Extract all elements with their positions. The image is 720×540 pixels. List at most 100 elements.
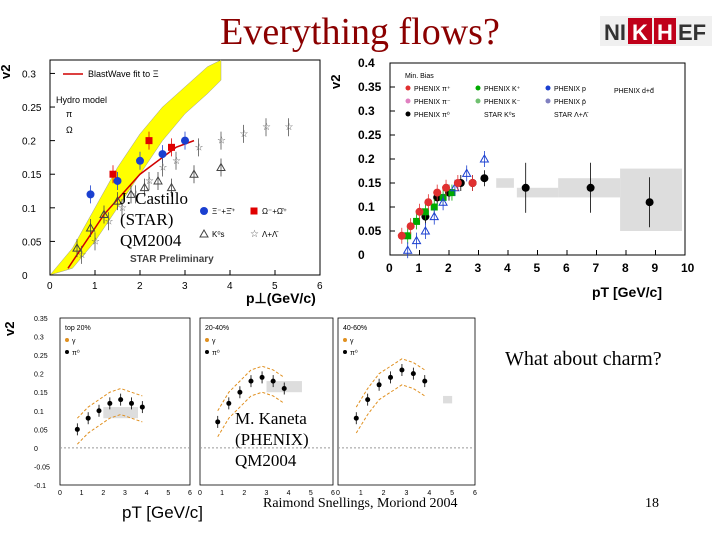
phenix-x-tick-label: 10 [681,261,695,275]
phenix-y-tick-label: 0.35 [358,80,382,94]
phenix-x-tick-label: 8 [622,261,629,275]
star-point: ☆ [91,236,100,247]
phenix-legend-p: PHENIX p [554,86,586,93]
phenix-legend-star-k0s: STAR K⁰s [484,111,516,119]
phenix-legend-marker [405,98,411,104]
phenix-point [468,179,477,187]
cent-point [237,389,243,395]
cent-x-tick-label: 4 [145,490,149,497]
star-y-tick-label: 0.05 [22,237,42,248]
star-y-tick-label: 0.25 [22,103,42,114]
cent-point [74,426,80,432]
phenix-legend-marker [545,98,551,104]
star-point [112,196,123,205]
cent-point [422,378,428,384]
star-y-tick-label: 0.1 [22,204,36,215]
star-legend-marker-k0s [199,228,209,238]
phenix-legend-marker [475,98,481,104]
cent-x-tick-label: 2 [382,490,386,497]
phenix-legend-k-plus: PHENIX K⁺ [484,86,521,93]
page-number: 18 [645,496,659,511]
cent-point [215,419,221,425]
star-point [113,176,122,185]
star-legend-hydro: Hydro model [56,95,107,105]
cent-theory-upper [217,365,285,412]
cent-subpanel-frame [59,317,191,486]
cent-x-tick-label: 1 [220,490,224,497]
cent-subpanel-frame [199,317,334,486]
cent-legend-gamma: γ [350,338,354,345]
star-point [145,137,153,145]
phenix-legend-pi0: PHENIX π⁰ [414,111,450,119]
cent-y-axis-label: v2 [2,322,17,336]
logo-part2: K [632,20,648,45]
phenix-y-tick-label: 0.2 [358,152,375,166]
cent-y-tick-label: 0.15 [34,390,48,397]
star-point: ☆ [105,216,114,227]
phenix-y-axis-label: v2 [330,75,343,89]
cent-x-tick-label: 0 [336,490,340,497]
phenix-point [421,208,429,216]
cent-legend-gamma: γ [212,338,216,345]
star-point [216,162,226,171]
cent-theory-upper [76,387,143,419]
phenix-x-axis-label: pT [GeV/c] [592,284,662,300]
cent-x-tick-label: 6 [473,490,477,497]
star-point: ☆ [195,142,204,153]
star-point [139,182,150,192]
cent-x-tick-label: 5 [309,490,313,497]
phenix-legend-pi-minus: PHENIX π⁻ [414,99,451,106]
phenix-legend-pi-plus: PHENIX π⁺ [414,86,451,93]
star-point [158,150,167,159]
star-x-tick-label: 6 [317,281,323,292]
phenix-sys-box [516,187,559,198]
cent-legend-marker [65,350,69,354]
phenix-x-tick-label: 9 [652,261,659,275]
cent-point [139,404,145,410]
star-y-tick-label: 0 [22,271,28,282]
cent-y-tick-label: 0.05 [34,427,48,434]
star-y-axis-label: v2 [0,65,13,79]
star-point [136,156,144,165]
star-legend-marker-lambda: ☆ [250,229,259,240]
phenix-legend: Min. Bias PHENIX π⁺ PHENIX K⁺ PHENIX p P… [405,73,654,119]
credit-phenix-line2: (PHENIX) [235,430,309,449]
star-v2-chart: 0 1 2 3 4 5 6 0 0.05 0.1 0.15 0.2 0.25 0.3 ☆ ☆ ☆ ☆ ☆ ☆ ☆ ☆ ☆ ☆ ☆… [0,59,323,306]
cent-x-tick-label: 0 [198,490,202,497]
star-x-axis-label: p⊥(GeV/c) [246,290,316,306]
star-legend-k0s: K⁰s [212,230,225,239]
phenix-x-tick-label: 4 [504,261,511,275]
star-point [72,243,82,252]
star-legend-marker-omega [250,207,258,215]
phenix-legend-marker [405,111,411,117]
star-x-tick-label: 3 [182,281,188,292]
star-x-tick-label: 0 [47,281,53,292]
phenix-x-tick-label: 6 [563,261,570,275]
phenix-x-tick-label: 2 [445,261,452,275]
cent-point [353,415,359,421]
cent-legend-marker [205,338,209,342]
credit-star-line3: QM2004 [120,231,182,250]
cent-legend-marker [65,338,69,342]
star-point: ☆ [172,156,181,167]
star-point [189,169,199,178]
phenix-point [404,232,412,240]
cent-subpanel-frame [337,317,476,486]
phenix-legend-k-minus: PHENIX K⁻ [484,99,521,106]
star-legend: BlastWave fit to Ξ Hydro model π Ω Ξ⁻+Ξ̄… [56,69,287,265]
star-plot-area: 0 1 2 3 4 5 6 0 0.05 0.1 0.15 0.2 0.25 0.3 ☆ ☆ ☆ ☆ ☆ ☆ ☆ ☆ ☆ ☆ ☆… [22,59,323,292]
phenix-y-tick-label: 0.3 [358,104,375,118]
phenix-y-tick-label: 0.05 [358,224,382,238]
phenix-x-tick-label: 5 [534,261,541,275]
cent-point [107,400,113,406]
cent-point [376,382,382,388]
phenix-y-tick-label: 0 [358,248,365,262]
cent-point [410,371,416,377]
cent-plot-area: -0.1 -0.05 0 0.05 0.1 0.15 0.2 0.25 0.3 0.35 top 2… [34,316,477,497]
cent-x-tick-label: 5 [450,490,454,497]
phenix-point [442,183,451,192]
star-point [85,222,96,232]
phenix-point [402,245,413,254]
cent-point [281,386,287,392]
cent-x-tick-label: 4 [427,490,431,497]
